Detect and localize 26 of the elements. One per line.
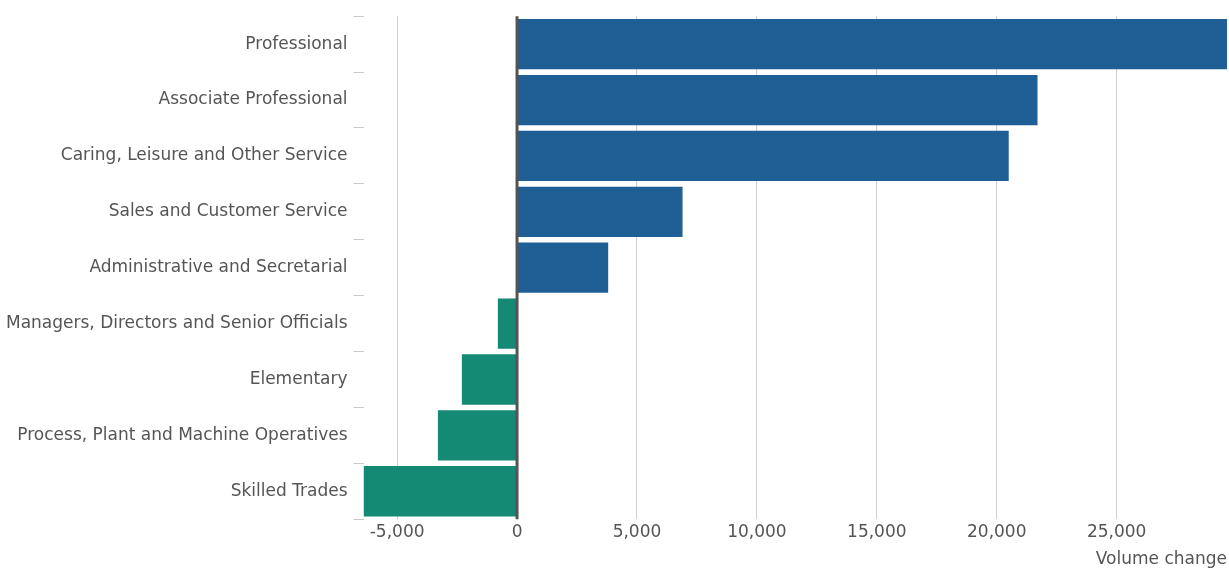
bar (517, 74, 1038, 126)
bar (517, 130, 1009, 182)
x-tick-label: 10,000 (727, 520, 787, 541)
x-tick-label: 20,000 (967, 520, 1027, 541)
y-tick-label: Process, Plant and Machine Operatives (17, 423, 348, 444)
x-axis-title: Volume change (1095, 548, 1227, 569)
bar (517, 18, 1227, 70)
bar (517, 186, 683, 237)
bar (517, 242, 609, 293)
y-tick-label: Sales and Customer Service (108, 200, 348, 221)
x-tick-label: 0 (511, 520, 523, 541)
bar (363, 466, 517, 517)
bar (497, 298, 517, 349)
y-tick-label: Elementary (249, 367, 348, 388)
bar (437, 410, 517, 461)
y-tick-label: Skilled Trades (230, 479, 348, 500)
x-tick-label: 5,000 (612, 520, 662, 541)
x-tick-label: 25,000 (1086, 520, 1147, 541)
y-tick-label: Professional (245, 32, 348, 53)
y-tick-label: Associate Professional (158, 88, 348, 109)
bar (461, 354, 517, 405)
y-tick-label: Administrative and Secretarial (89, 256, 348, 277)
y-tick-label: Managers, Directors and Senior Officials (6, 312, 348, 333)
y-tick-label: Caring, Leisure and Other Service (60, 144, 348, 165)
x-tick-label: -5,000 (369, 520, 425, 541)
x-tick-label: 15,000 (847, 520, 907, 541)
